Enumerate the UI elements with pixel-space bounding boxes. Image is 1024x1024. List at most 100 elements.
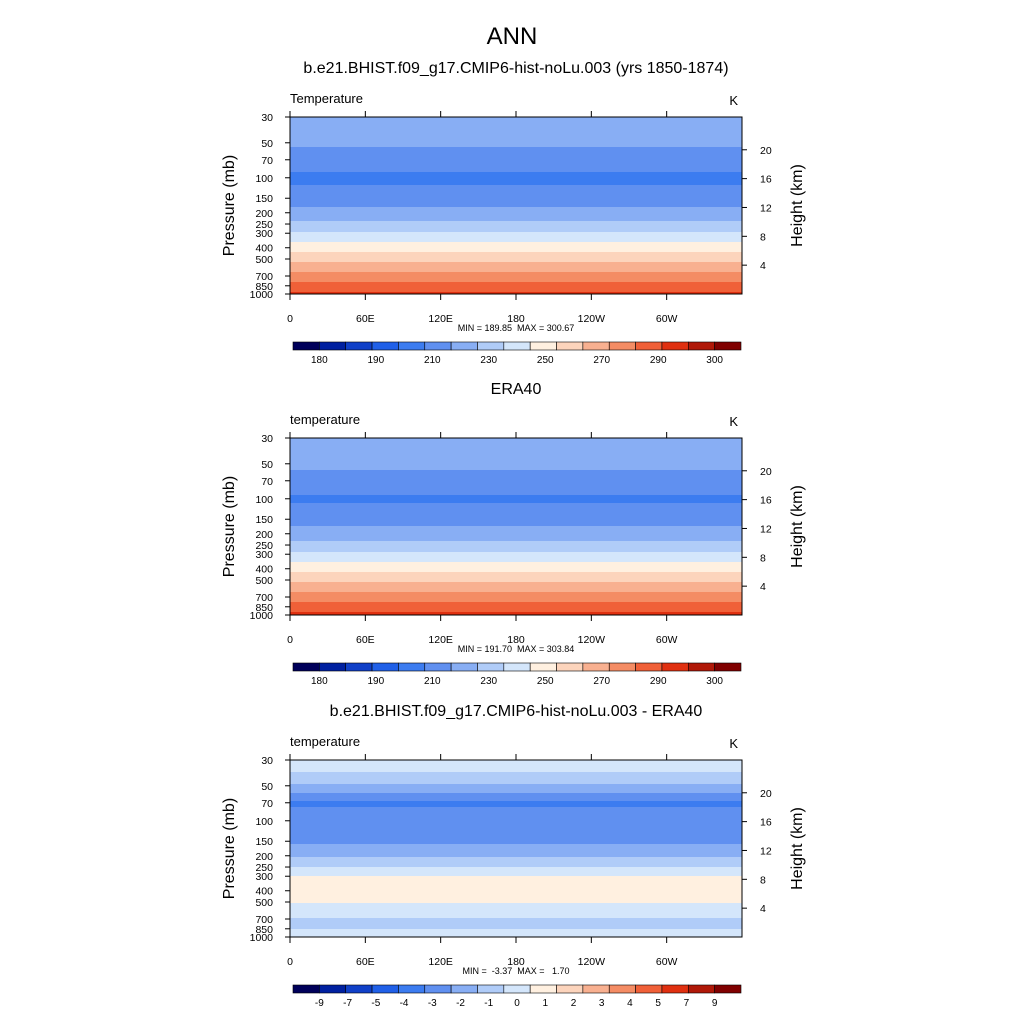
contour-band [290,552,742,562]
y2-tick-label: 4 [760,903,766,915]
colorbar-box [529,341,557,351]
contour-band [290,857,742,867]
colorbar-box [450,662,478,672]
variable-label: temperature [290,412,360,427]
contour-band [290,292,742,294]
y-tick-label: 500 [255,575,273,587]
contour-band [290,918,742,929]
contour-band [290,185,742,207]
colorbar-box [345,984,373,994]
y-tick-label: 700 [255,271,273,283]
x-tick-label: 120E [428,956,453,968]
contour-band [290,438,742,470]
colorbar-label: 4 [627,998,633,1009]
contour-band [290,562,742,572]
contour-band [290,272,742,282]
colorbar-box [582,984,610,994]
contour-band [290,867,742,876]
units-label: K [729,736,738,751]
contour-band [290,147,742,172]
y-tick-label: 250 [255,219,273,231]
y2-tick-label: 4 [760,581,766,593]
colorbar-label: 230 [480,676,497,687]
contour-band [290,592,742,602]
colorbar-box [556,984,584,994]
contour-band [290,612,742,615]
colorbar-box [661,341,689,351]
colorbar-box [477,341,505,351]
colorbar-box [424,984,452,994]
y-tick-label: 250 [255,540,273,552]
y-tick-label: 100 [255,494,273,506]
colorbar-label: 180 [311,676,328,687]
y-tick-label: 200 [255,529,273,541]
colorbar-box [398,984,426,994]
contour-band [290,541,742,552]
y-tick-label: 150 [255,836,273,848]
y2-tick-label: 16 [760,817,772,829]
x-tick-label: 180 [507,956,525,968]
contour-band [290,526,742,541]
y-tick-label: 70 [261,155,273,167]
colorbar-label: 190 [367,676,384,687]
colorbar-box [345,662,373,672]
contour-band [290,582,742,592]
colorbar-label: 5 [655,998,661,1009]
colorbar-label: 300 [706,676,723,687]
colorbar-label: -9 [315,998,324,1009]
x-tick-label: 120W [578,956,606,968]
contour-band [290,242,742,252]
x-tick-label: 120E [428,313,453,325]
colorbar-box [687,984,715,994]
contour-band [290,876,742,903]
colorbar-label: 270 [593,676,610,687]
colorbar-label: 290 [650,355,667,366]
y-tick-label: 50 [261,459,273,471]
contour-band [290,602,742,612]
colorbar-box [608,984,636,994]
contour-band [290,503,742,526]
colorbar-label: 7 [684,998,690,1009]
x-tick-label: 180 [507,634,525,646]
colorbar-box [398,341,426,351]
y-tick-label: 150 [255,193,273,205]
contour-band [290,793,742,801]
colorbar-box [292,341,320,351]
colorbar-box [477,984,505,994]
y-tick-label: 30 [261,433,273,445]
stats-label: MIN = -3.37 MAX = 1.70 [462,966,569,976]
y-tick-label: 850 [255,281,273,293]
contour-band [290,844,742,857]
colorbar-box [556,662,584,672]
x-tick-label: 120W [578,313,606,325]
panel-title: ERA40 [491,381,542,398]
colorbar-box [714,341,742,351]
contour-band [290,495,742,503]
contour-band [290,903,742,918]
colorbar-box [424,341,452,351]
y2-tick-label: 16 [760,174,772,186]
units-label: K [729,414,738,429]
contour-band [290,929,742,937]
y-axis-label: Pressure (mb) [221,155,238,256]
colorbar-label: -1 [484,998,493,1009]
y-tick-label: 700 [255,914,273,926]
colorbar-box [450,341,478,351]
colorbar-label: 9 [712,998,718,1009]
contour-band [290,572,742,582]
y2-axis-label: Height (km) [789,807,806,890]
y-tick-label: 1000 [250,932,274,944]
colorbar-label: 0 [514,998,520,1009]
x-tick-label: 60W [656,634,678,646]
y-tick-label: 300 [255,228,273,240]
colorbar-box [687,662,715,672]
x-tick-label: 60E [356,634,375,646]
y-axis-label: Pressure (mb) [221,476,238,577]
contour-band [290,282,742,292]
contour-band [290,221,742,232]
colorbar-label: 1 [542,998,548,1009]
contour-band [290,252,742,262]
colorbar-box [529,662,557,672]
y2-tick-label: 20 [760,788,772,800]
